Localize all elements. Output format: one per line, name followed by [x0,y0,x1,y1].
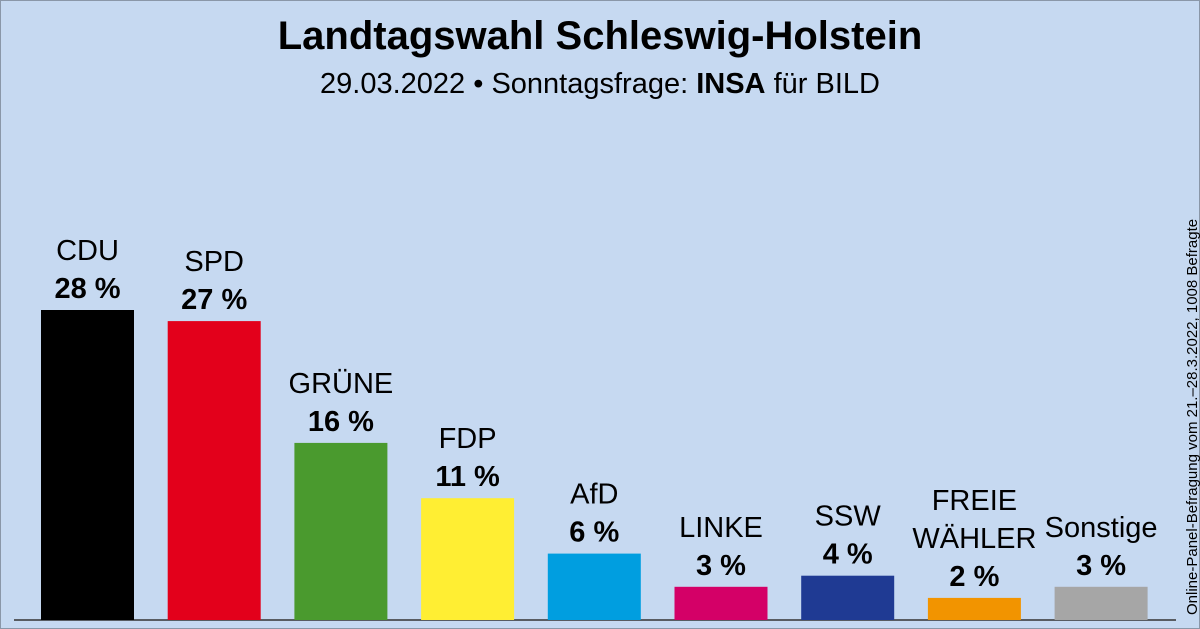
category-label: Sonstige [1045,512,1158,544]
bar-afd [547,553,641,620]
chart-subtitle: 29.03.2022 • Sonntagsfrage: INSA für BIL… [0,68,1200,101]
value-label: 11 % [435,461,500,493]
bar-freie-wähler [927,597,1021,620]
category-label: WÄHLER [912,523,1036,555]
subtitle-date-and-type: 29.03.2022 • Sonntagsfrage: [320,68,689,100]
bar-ssw [801,575,895,620]
category-label: FREIE [932,485,1017,517]
bar-sonstige [1054,586,1148,620]
chart-title: Landtagswahl Schleswig-Holstein [277,14,923,58]
category-label: CDU [56,235,119,267]
value-label: 28 % [54,273,120,305]
value-label: 3 % [696,550,746,582]
value-label: 4 % [823,539,873,571]
category-label: GRÜNE [289,368,394,400]
value-label: 3 % [1076,550,1126,582]
bar-grüne [294,442,388,620]
value-label: 6 % [569,517,619,549]
bar-fdp [421,498,515,620]
value-label: 27 % [181,284,247,316]
subtitle-client: für BILD [773,68,880,100]
category-label: LINKE [679,512,763,544]
category-label: SSW [815,501,882,533]
category-label: SPD [184,246,244,278]
value-label: 16 % [308,406,374,438]
bar-spd [167,321,261,620]
bar-cdu [41,310,134,620]
bar-linke [674,586,768,620]
subtitle-institute: INSA [696,68,766,100]
category-label: AfD [570,479,618,511]
category-label: FDP [439,423,497,455]
value-label: 2 % [949,561,999,593]
